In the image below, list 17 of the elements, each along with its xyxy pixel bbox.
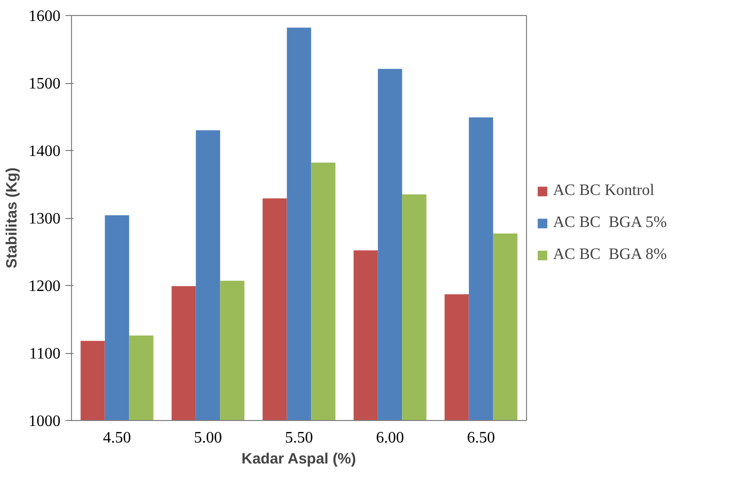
y-tick-label: 1200	[28, 278, 60, 295]
x-axis-title: Kadar Aspal (%)	[241, 450, 356, 468]
y-axis-title: Stabilitas (Kg)	[4, 168, 20, 268]
y-tick-label: 1000	[28, 413, 60, 430]
y-tick-label: 1600	[28, 8, 60, 25]
legend-label: AC BC Kontrol	[553, 182, 654, 200]
y-tick-label: 1500	[28, 76, 60, 92]
x-tick-label: 6.00	[376, 430, 404, 446]
y-tick-label: 1100	[29, 346, 60, 362]
y-tick-label: 1300	[28, 210, 60, 228]
x-tick-label: 5.00	[194, 430, 222, 446]
legend-label: AC BC BGA 5%	[553, 214, 667, 232]
x-tick-label: 6.50	[467, 430, 495, 446]
y-tick-label: 1400	[28, 143, 60, 160]
x-tick-label: 5.50	[285, 430, 313, 446]
legend-label: AC BC BGA 8%	[553, 246, 667, 264]
x-tick-label: 4.50	[103, 430, 131, 446]
